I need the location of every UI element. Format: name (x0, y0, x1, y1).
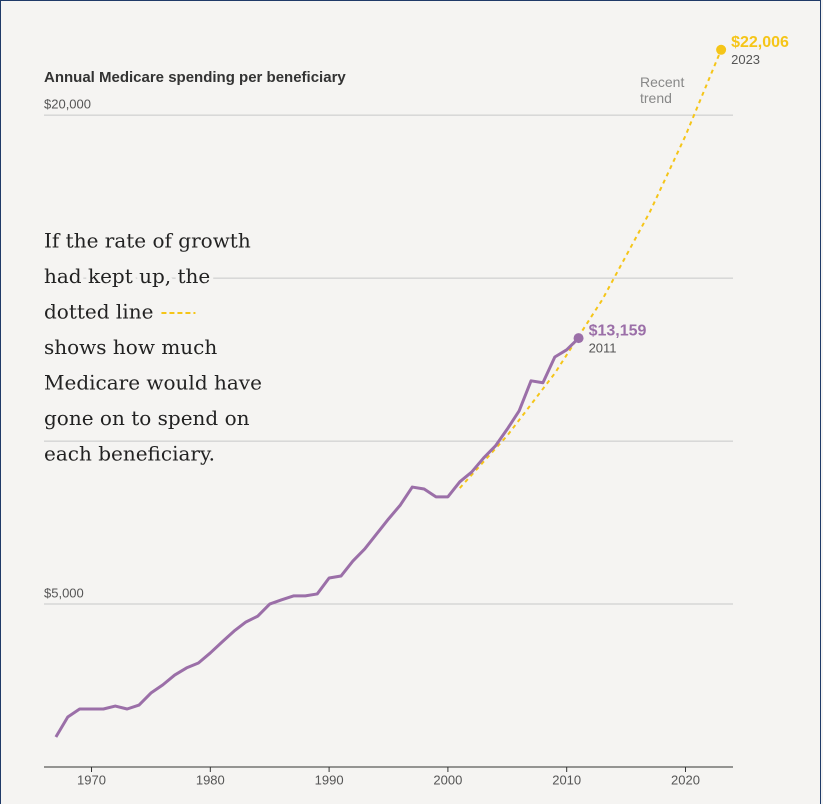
annotation: dotted line (44, 300, 153, 324)
annotation: Medicare would have (44, 371, 262, 395)
y-tick-label: $20,000 (44, 97, 91, 112)
annotation: shows how much (44, 335, 217, 359)
x-tick-label: 2010 (552, 772, 581, 787)
annotation: had kept up, the (44, 264, 210, 288)
value-label: $13,159 (589, 322, 647, 339)
value-year: 2023 (731, 52, 760, 67)
chart-title: Annual Medicare spending per beneficiary (44, 69, 346, 86)
x-tick-label: 1990 (315, 772, 344, 787)
annotation: gone on to spend on (44, 406, 250, 430)
end-dot (573, 333, 584, 344)
x-tick-label: 1980 (196, 772, 225, 787)
value-label: $22,006 (731, 34, 789, 51)
x-tick-label: 1970 (77, 772, 106, 787)
annotation: each beneficiary. (44, 442, 215, 466)
annotation: If the rate of growth (44, 229, 251, 253)
x-tick-label: 2000 (433, 772, 462, 787)
end-dot (716, 44, 727, 55)
trend-label: Recent trend (640, 74, 685, 106)
data-line (54, 337, 580, 738)
value-year: 2011 (589, 341, 617, 356)
y-tick-label: $5,000 (44, 585, 84, 600)
x-tick-label: 2020 (671, 772, 700, 787)
